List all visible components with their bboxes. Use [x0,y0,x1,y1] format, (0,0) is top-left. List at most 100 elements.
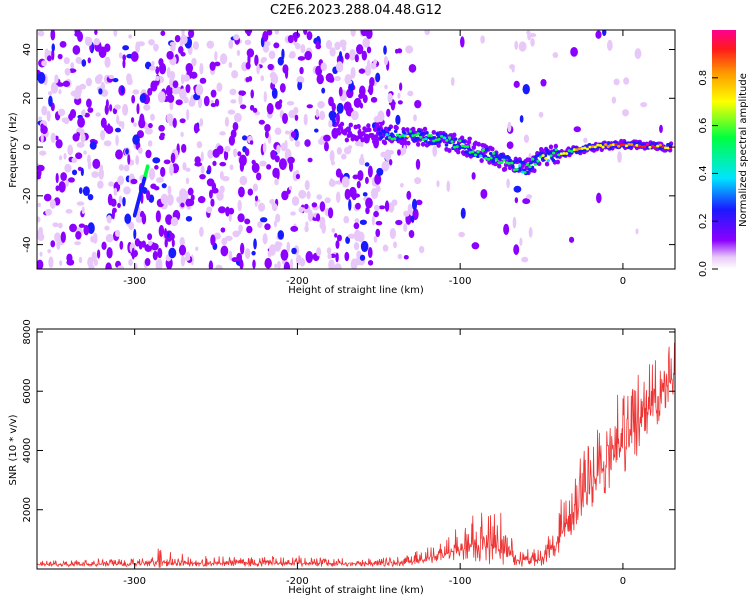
spectrogram-cell [291,247,297,255]
spectrogram-cell [37,174,41,180]
spectrogram-cell [294,140,301,148]
spectrogram-cell [100,81,106,91]
spectrogram-cell [51,48,55,61]
spectrogram-cell [370,96,378,103]
spectrogram-cell [157,91,166,103]
spectrogram-cell [211,187,219,194]
spectrogram-cell [353,97,362,108]
spectrogram-cell [635,228,639,235]
spectrogram-cell [270,73,279,85]
spectrogram-cell [158,124,165,132]
spectrogram-cell [465,150,470,154]
spectrogram-cell [468,150,472,154]
spectrogram-cell [289,258,294,269]
spectrogram-cell [91,251,97,262]
spectrogram-cell [659,124,663,134]
spectrogram-cell [93,38,101,46]
spectrogram-cell [551,151,556,155]
spectrogram-cell [297,80,303,91]
spectrogram-cell [122,59,126,69]
spectrogram-cell [292,31,301,39]
spectrogram-cell [57,108,66,117]
spectrogram-cell [286,100,295,106]
spectrogram-cell [38,116,42,121]
y-tick-label: 8000 [22,319,33,344]
spectrogram-cell [154,47,158,52]
spectrogram-cell [104,43,111,52]
spectrogram-cell [367,247,373,259]
spectrogram-cell [64,68,71,76]
spectrogram-cell [598,144,603,147]
spectrogram-cell [98,167,104,180]
spectrogram-cell [295,42,301,50]
spectrogram-cell [345,126,351,132]
spectrogram-cell [57,53,63,60]
spectrogram-cell [502,158,506,162]
spectrogram-cell [365,176,369,185]
spectrogram-cell [273,220,277,228]
spectrogram-cell [611,143,616,147]
spectrogram-cell [39,150,47,156]
spectrogram-cell [274,263,278,269]
spectrogram-cell [397,149,401,156]
spectrogram-cell [264,223,271,231]
spectrogram-cell [228,39,234,49]
spectrogram-cell [147,233,153,241]
spectrogram-cell [273,42,280,49]
spectrogram-cell [136,103,140,115]
spectrogram-cell [375,220,383,226]
spectrogram-cell [565,152,569,155]
spectrogram-cell [174,34,181,43]
spectrogram-cell [348,122,353,128]
spectrogram-cell [595,30,602,39]
spectrogram-cell [77,58,83,64]
spectrogram-cell [373,210,379,218]
spectrogram-cell [206,206,213,214]
spectrogram-cell [261,57,268,62]
spectrogram-cell [538,155,543,159]
spectrogram-cell [403,210,410,217]
spectrogram-cell [61,117,70,123]
spectrogram-cell [434,138,439,142]
spectrogram-cell [275,241,283,247]
spectrogram-cell [126,73,132,83]
spectrogram-cell [528,167,532,172]
spectrogram-cell [562,152,566,155]
spectrogram-cell [394,125,399,131]
spectrogram-cell [367,259,374,266]
spectrogram-cell [456,149,461,155]
spectrogram-cell [354,54,359,63]
spectrogram-cell [59,41,67,48]
spectrogram-cell [623,77,630,85]
spectrogram-cell [466,145,470,148]
spectrogram-cell [258,119,265,125]
spectrogram-cell [408,229,415,239]
spectrogram-cell [276,144,281,154]
spectrogram-cell [531,157,535,161]
spectrogram-cell [147,140,153,147]
spectrogram-cell [303,113,308,126]
spectrogram-cell [357,231,365,243]
spectrogram-cell [424,137,428,141]
spectrogram-cell [510,161,514,165]
spectrogram-cell [298,76,302,83]
spectrogram-cell [378,131,382,136]
spectrogram-cell [336,112,340,125]
spectrogram-cell [307,157,313,163]
spectrogram-cell [130,117,135,123]
spectrogram-cell [304,139,311,147]
spectrogram-cell [352,174,359,180]
spectrogram-cell [240,91,245,97]
spectrogram-cell [521,160,526,165]
spectrogram-cell [87,222,95,235]
spectrogram-cell [328,259,335,269]
spectrogram-cell [408,129,412,133]
spectrogram-cell [601,145,605,149]
spectrogram-cell [548,144,554,150]
spectrogram-cell [40,132,44,144]
spectrogram-cell [70,90,79,97]
spectrogram-cell [256,63,260,75]
spectrogram-cell [225,206,231,217]
spectrogram-cell [553,143,559,149]
